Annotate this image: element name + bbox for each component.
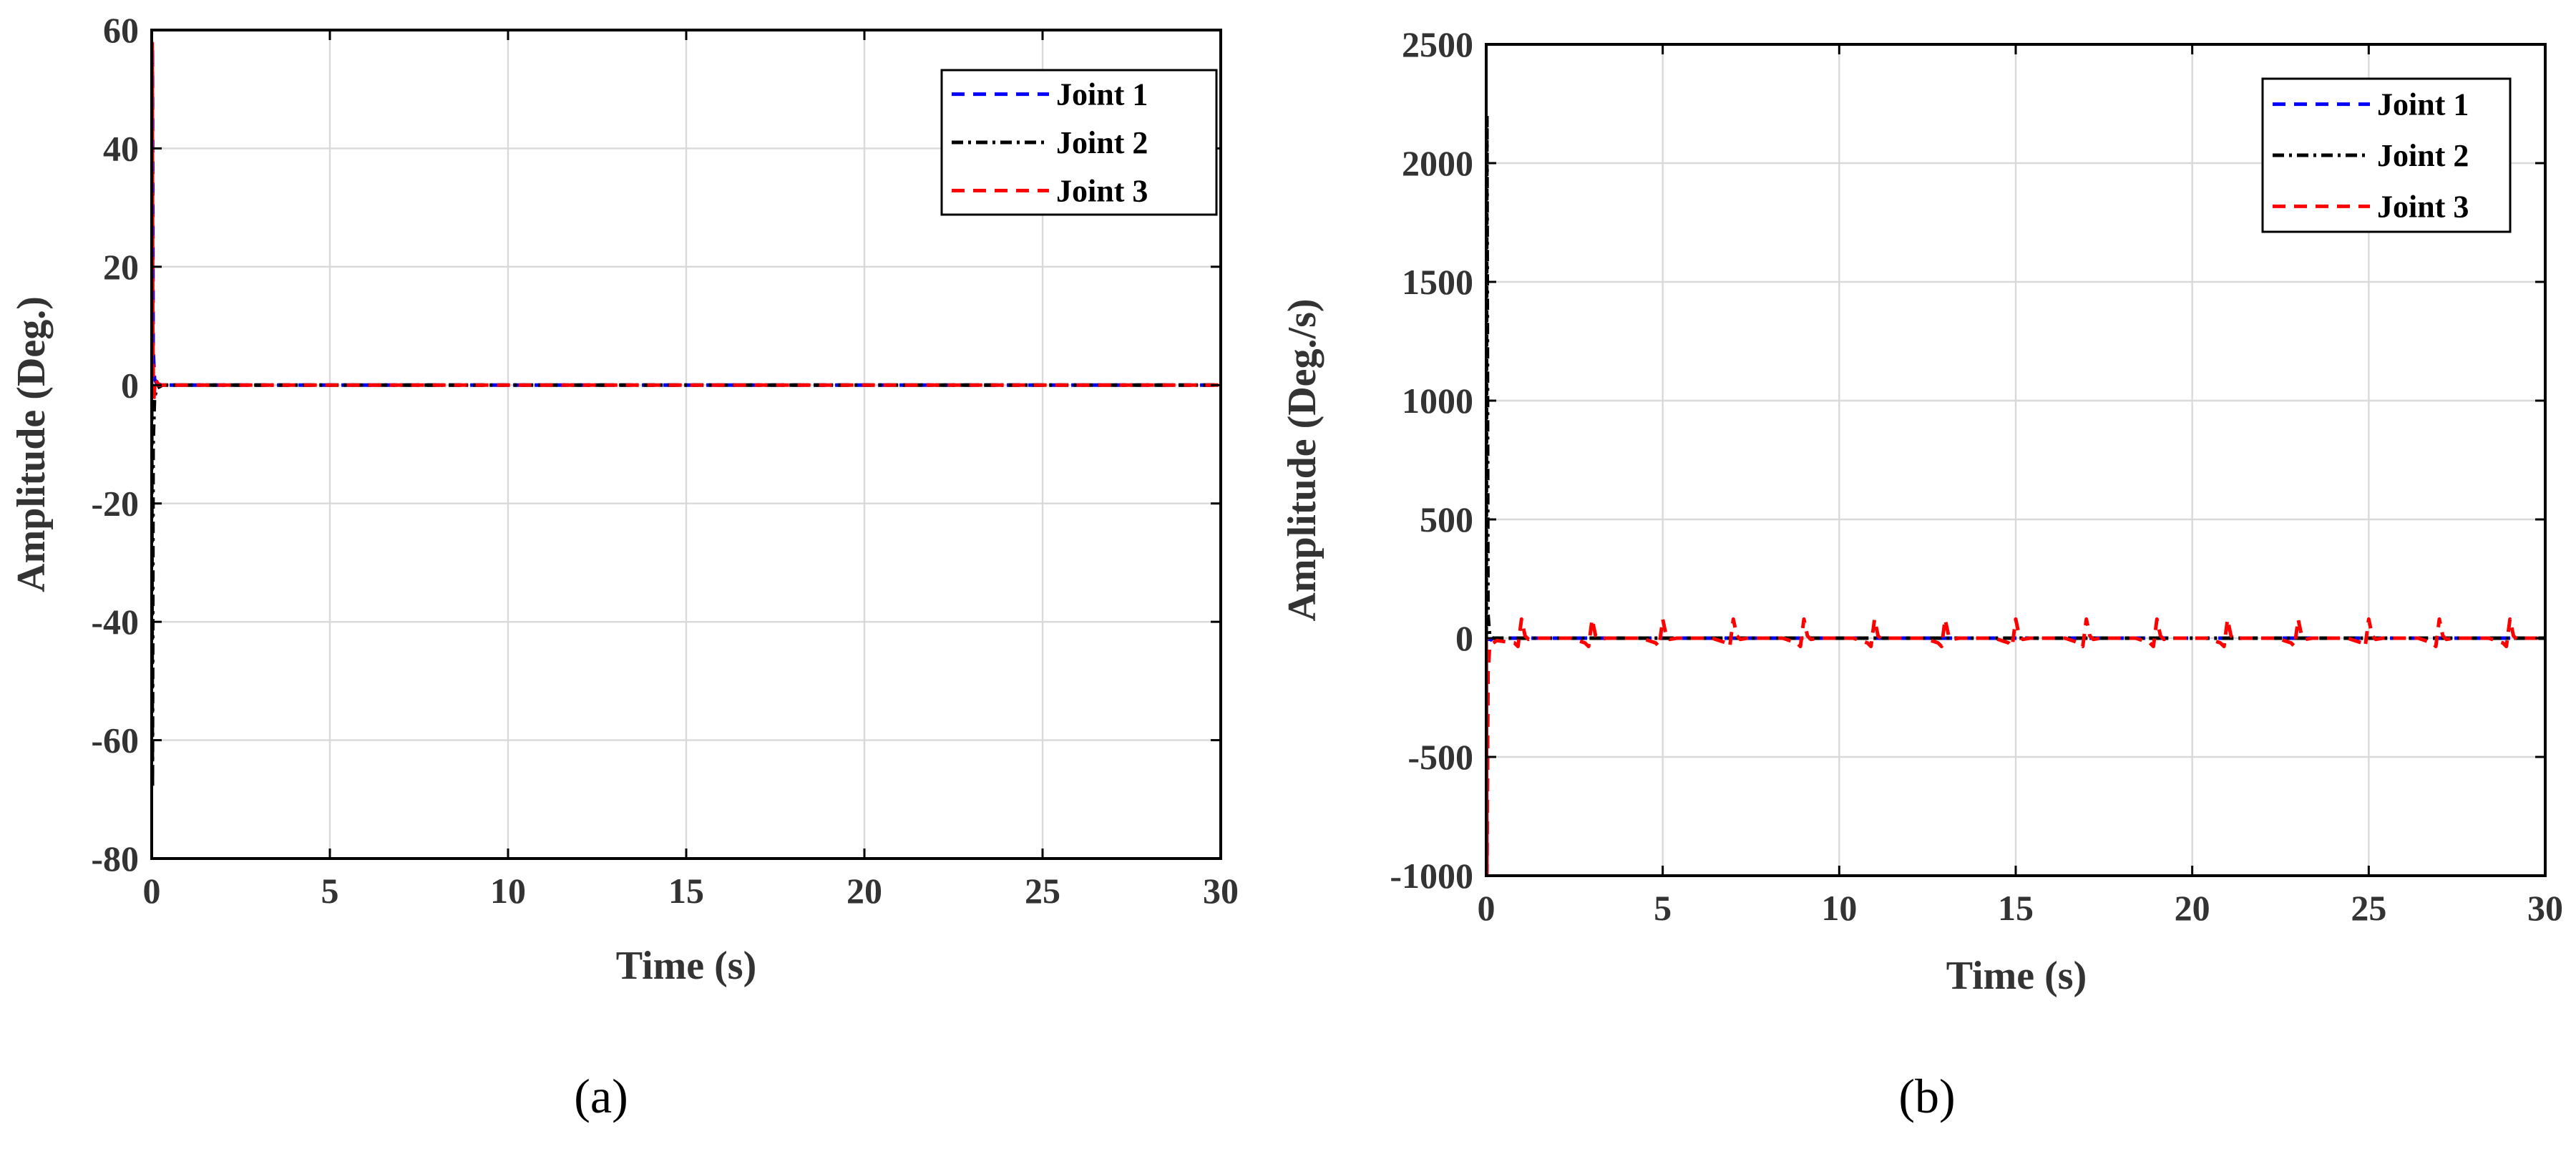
y-axis-label: Amplitude (Deg.) [9,296,54,592]
y-tick-label: 1500 [1402,262,1473,302]
y-tick-label: 0 [121,365,139,405]
y-tick-label: -1000 [1390,856,1473,896]
legend-label-joint-2: Joint 2 [2377,138,2469,173]
legend-label-joint-3: Joint 3 [1056,173,1148,208]
legend-label-joint-1: Joint 1 [1056,77,1148,112]
x-tick-label: 20 [847,871,882,911]
series-line-joint-1 [1486,636,2545,876]
y-tick-label: 2500 [1402,24,1473,64]
y-tick-label: -80 [91,838,139,879]
x-tick-label: 0 [1478,888,1496,928]
x-tick-label: 25 [2351,888,2386,928]
y-tick-label: 60 [103,10,139,50]
x-tick-label: 30 [2527,888,2563,928]
panel-caption: (b) [1898,1069,1955,1123]
x-tick-label: 10 [490,871,526,911]
x-tick-label: 10 [1821,888,1857,928]
y-tick-label: -60 [91,720,139,761]
x-axis-label: Time (s) [616,944,757,988]
legend-label-joint-3: Joint 3 [2377,189,2469,224]
y-tick-label: 2000 [1402,143,1473,183]
x-tick-label: 25 [1025,871,1060,911]
panel-caption: (a) [574,1069,628,1123]
legend-label-joint-1: Joint 1 [2377,87,2469,122]
y-tick-label: 40 [103,128,139,168]
y-tick-label: 20 [103,247,139,287]
y-tick-label: 0 [1455,618,1473,658]
x-tick-label: 30 [1203,871,1239,911]
y-axis-label: Amplitude (Deg./s) [1280,298,1324,621]
y-tick-label: 1000 [1402,381,1473,421]
x-tick-label: 15 [1998,888,2034,928]
y-tick-label: 500 [1420,499,1473,539]
x-tick-label: 5 [1654,888,1672,928]
x-tick-label: 15 [668,871,704,911]
y-tick-label: -20 [91,484,139,524]
x-axis-label: Time (s) [1946,954,2087,998]
y-tick-label: -500 [1407,737,1473,777]
x-tick-label: 5 [321,871,339,911]
series-line-joint-3 [1486,617,2545,876]
legend-label-joint-2: Joint 2 [1056,125,1148,160]
x-tick-label: 20 [2175,888,2210,928]
chart-panel-a: 0 5 10 15 20 25 30 -80 -60 -40 -20 0 20 40 60 Time (s) A… [9,10,1239,1123]
y-tick-label: -40 [91,602,139,642]
series-group [1486,114,2545,876]
x-tick-label: 0 [143,871,161,911]
chart-panel-b: 0 5 10 15 20 25 30 -1000 -500 0 500 1000 1500 2000 250… [1280,24,2563,1123]
